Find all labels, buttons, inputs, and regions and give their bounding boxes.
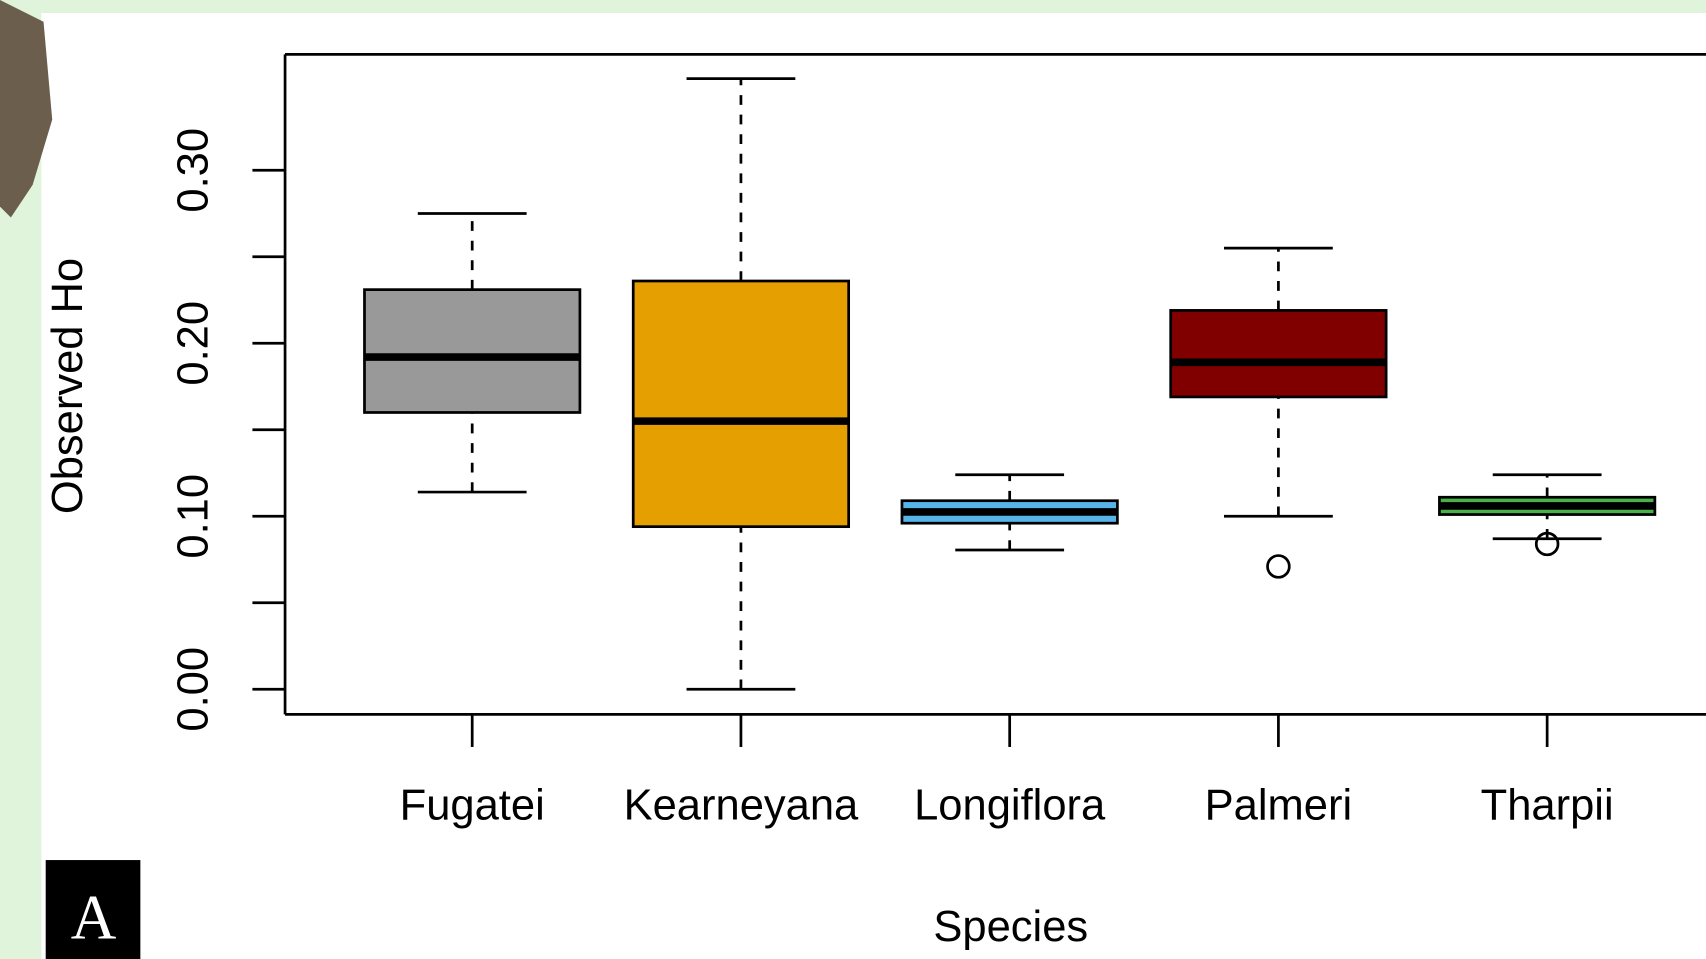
outlier xyxy=(1268,556,1290,578)
top-band xyxy=(0,0,1706,13)
x-tick-label: Longiflora xyxy=(914,781,1106,829)
x-tick-label: Tharpii xyxy=(1481,781,1614,829)
decor-image xyxy=(0,0,52,217)
x-tick-label: Kearneyana xyxy=(624,781,859,829)
y-tick-label: 0.20 xyxy=(169,301,217,386)
badge: A xyxy=(71,883,117,953)
chart: Observed Ho Species A 0.00 0.10 0.20 0.30 Fu… xyxy=(0,0,1706,959)
box xyxy=(364,290,579,413)
x-tick-label: Palmeri xyxy=(1205,781,1353,829)
x-tick-label: Fugatei xyxy=(400,781,545,829)
box xyxy=(633,281,848,527)
box xyxy=(1171,310,1386,396)
x-axis-title: Species xyxy=(933,903,1088,951)
page: {"badge": "A", "chart_data": {"type": "b… xyxy=(0,0,1706,959)
y-tick-label: 0.30 xyxy=(169,128,217,213)
y-tick-label: 0.00 xyxy=(169,647,217,732)
y-tick-label: 0.10 xyxy=(169,474,217,559)
y-axis-title: Observed Ho xyxy=(44,258,92,514)
